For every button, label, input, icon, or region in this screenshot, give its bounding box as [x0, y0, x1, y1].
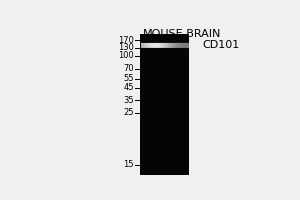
Text: 130: 130: [118, 43, 134, 52]
Bar: [188, 43, 189, 48]
Bar: [170, 43, 172, 48]
Bar: [176, 43, 178, 48]
Bar: [158, 43, 160, 48]
Bar: [172, 43, 173, 48]
Bar: [160, 43, 162, 48]
Bar: [140, 49, 189, 50]
Text: 70: 70: [123, 64, 134, 73]
Bar: [140, 39, 189, 40]
Bar: [146, 43, 147, 48]
Bar: [154, 43, 155, 48]
Bar: [178, 43, 180, 48]
Bar: [184, 43, 186, 48]
Bar: [140, 40, 189, 41]
Text: 45: 45: [124, 83, 134, 92]
Bar: [165, 43, 167, 48]
Text: 15: 15: [124, 160, 134, 169]
Bar: [167, 43, 168, 48]
Bar: [168, 43, 170, 48]
Text: 55: 55: [124, 74, 134, 83]
Bar: [140, 50, 189, 51]
Bar: [140, 34, 189, 175]
Bar: [150, 43, 152, 48]
Bar: [142, 43, 144, 48]
Bar: [140, 41, 189, 42]
Bar: [180, 43, 181, 48]
Bar: [155, 43, 157, 48]
Bar: [173, 43, 175, 48]
Text: MOUSE-BRAIN: MOUSE-BRAIN: [142, 29, 221, 39]
Text: 25: 25: [124, 108, 134, 117]
Bar: [152, 43, 154, 48]
Bar: [140, 47, 189, 48]
Bar: [147, 43, 149, 48]
Bar: [175, 43, 176, 48]
Text: CD101: CD101: [202, 40, 240, 50]
Bar: [140, 42, 189, 43]
Bar: [164, 43, 165, 48]
Text: 170: 170: [118, 36, 134, 45]
Text: 100: 100: [118, 51, 134, 60]
Bar: [140, 48, 189, 49]
Bar: [186, 43, 188, 48]
Bar: [162, 43, 164, 48]
Bar: [149, 43, 150, 48]
Bar: [181, 43, 183, 48]
Bar: [141, 43, 142, 48]
Bar: [183, 43, 184, 48]
Bar: [157, 43, 158, 48]
Bar: [144, 43, 146, 48]
Text: 35: 35: [123, 96, 134, 105]
